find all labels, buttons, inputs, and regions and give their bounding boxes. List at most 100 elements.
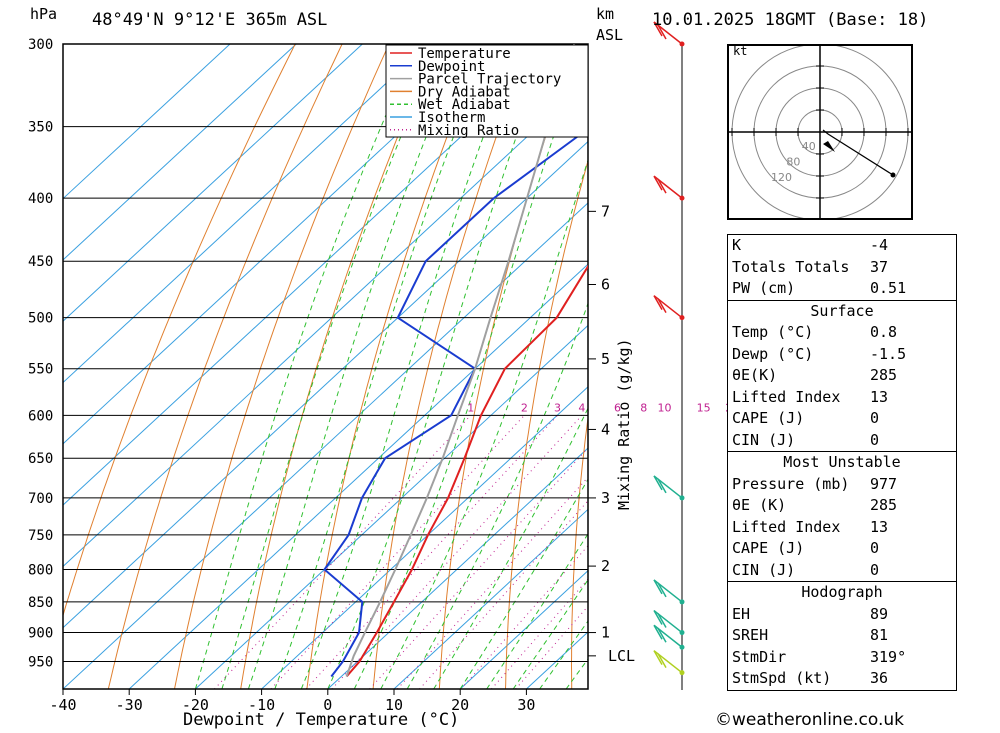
- pressure-tick-label: 650: [28, 451, 53, 467]
- index-value: 0.51: [870, 279, 907, 297]
- hodograph-ring-label: 120: [771, 171, 792, 184]
- wind-barb-flag: [657, 653, 667, 669]
- pressure-tick-label: 950: [28, 655, 53, 671]
- hodograph-ring-label: 80: [786, 156, 800, 169]
- wind-barb-flag: [657, 582, 667, 598]
- mixing-ratio-line: [397, 476, 588, 689]
- surface-row: Temp (°C) 0.8: [728, 322, 956, 344]
- mixing-ratio-label: 10: [658, 401, 672, 414]
- location-title: 48°49'N 9°12'E 365m ASL: [92, 10, 328, 30]
- pressure-tick-label: 450: [28, 254, 53, 270]
- km-tick-label: 7: [601, 202, 610, 220]
- isotherm-line: [195, 324, 588, 689]
- wind-barb-flag: [657, 478, 667, 494]
- index-label: K: [732, 236, 742, 254]
- storm-motion-arrow: [823, 141, 835, 152]
- km-tick-label: 5: [601, 350, 610, 368]
- x-tick-label: 0: [323, 696, 332, 714]
- isotherm-line: [261, 386, 588, 689]
- lcl-label: LCL: [608, 647, 635, 665]
- wet-adiabat: [221, 44, 441, 689]
- wet-adiabat: [539, 620, 588, 689]
- most-unstable-value: 0: [870, 560, 880, 579]
- pressure-tick-label: 500: [28, 311, 53, 327]
- mixing-ratio-label: 15: [697, 401, 711, 414]
- surface-value: 13: [870, 387, 889, 406]
- wind-barb-flag: [653, 610, 663, 625]
- surface-label: Dewp (°C): [732, 344, 814, 363]
- pressure-tick-label: 550: [28, 362, 53, 378]
- x-tick-label: -40: [49, 696, 76, 714]
- hodograph-unit: kt: [733, 44, 748, 58]
- wet-adiabat: [353, 44, 587, 689]
- most-unstable-row: CAPE (J) 0: [728, 538, 956, 560]
- hodograph-row: StmDir 319°: [728, 647, 956, 669]
- mixing-ratio-label: 6: [614, 401, 621, 414]
- index-label: PW (cm): [732, 279, 796, 297]
- hodograph-label: EH: [732, 604, 751, 623]
- pressure-unit-label: hPa: [30, 5, 58, 23]
- wind-barb: [653, 579, 685, 605]
- wind-barb-flag: [653, 175, 663, 191]
- hodograph-row: SREH 81: [728, 625, 956, 647]
- surface-section: Surface Temp (°C) 0.8 Dewp (°C) -1.5 θE(K) 28…: [728, 299, 956, 452]
- hodograph-value: 36: [870, 669, 889, 687]
- wet-adiabat: [406, 301, 588, 689]
- hodograph-title: Hodograph: [801, 583, 883, 601]
- pressure-tick-label: 600: [28, 408, 53, 424]
- surface-row: θE(K) 285: [728, 365, 956, 387]
- dry-adiabat: [636, 44, 718, 689]
- most-unstable-value: 0: [870, 539, 880, 557]
- diagram-labels: 3003504004505005506006507007508008509009…: [28, 21, 762, 714]
- isotherm-line: [63, 44, 231, 200]
- surface-label: CIN (J): [732, 430, 796, 449]
- series-temperature: [345, 264, 588, 678]
- mixing-ratio-line: [491, 578, 588, 689]
- asl-unit-label: ASL: [596, 26, 624, 44]
- hodograph-trace: [822, 129, 894, 176]
- mixing-ratio-line: [460, 544, 588, 689]
- km-tick-label: 2: [601, 557, 610, 575]
- wind-barb-flag: [653, 624, 663, 640]
- most-unstable-section: Most Unstable Pressure (mb) 977 θE (K) 285 L…: [728, 451, 956, 581]
- datetime-title: 10.01.2025 18GMT (Base: 18): [652, 10, 929, 30]
- most-unstable-label: CAPE (J): [732, 539, 805, 557]
- hodograph-label: StmSpd (kt): [732, 669, 832, 687]
- isotherm-line: [63, 44, 363, 322]
- wind-barb-flag: [657, 298, 667, 314]
- hodograph-ring-label: 40: [802, 140, 816, 153]
- isotherm-line: [63, 44, 496, 445]
- plot-frame: [62, 43, 589, 690]
- hodograph-label: StmDir: [732, 647, 787, 666]
- surface-label: Temp (°C): [732, 323, 814, 341]
- indices-section: K -4 Totals Totals 37 PW (cm) 0.51: [728, 235, 956, 300]
- copyright-footer: ©weatheronline.co.uk: [715, 710, 905, 730]
- surface-row: CIN (J) 0: [728, 430, 956, 452]
- mixing-ratio-label: 1: [467, 401, 474, 414]
- mixing-ratio-line: [270, 414, 525, 689]
- most-unstable-row: θE (K) 285: [728, 495, 956, 517]
- mixing-ratio-label: 3: [554, 401, 561, 414]
- isotherm-line: [393, 508, 588, 689]
- hodograph-label: SREH: [732, 626, 769, 644]
- index-row: PW (cm) 0.51: [728, 278, 956, 300]
- hodograph-value: 319°: [870, 647, 907, 666]
- isotherm-line: [63, 44, 429, 384]
- legend-label: Dewpoint: [418, 59, 485, 75]
- diagram-curves: [323, 44, 588, 678]
- wind-barb-flag: [653, 295, 663, 311]
- mixing-ratio-label: 2: [521, 401, 528, 414]
- x-tick-label: -20: [182, 696, 209, 714]
- wind-barb-flag: [653, 475, 663, 491]
- wind-barb: [653, 21, 685, 47]
- surface-row: Lifted Index 13: [728, 387, 956, 409]
- isotherm-line: [327, 447, 588, 689]
- wet-adiabat: [247, 44, 465, 689]
- hodograph-panel: 40 80 120: [727, 43, 913, 221]
- most-unstable-value: 977: [870, 474, 898, 493]
- surface-value: 0: [870, 409, 880, 427]
- wind-barb: [653, 609, 685, 636]
- wind-barb-flag: [657, 24, 667, 40]
- pressure-tick-label: 700: [28, 491, 53, 507]
